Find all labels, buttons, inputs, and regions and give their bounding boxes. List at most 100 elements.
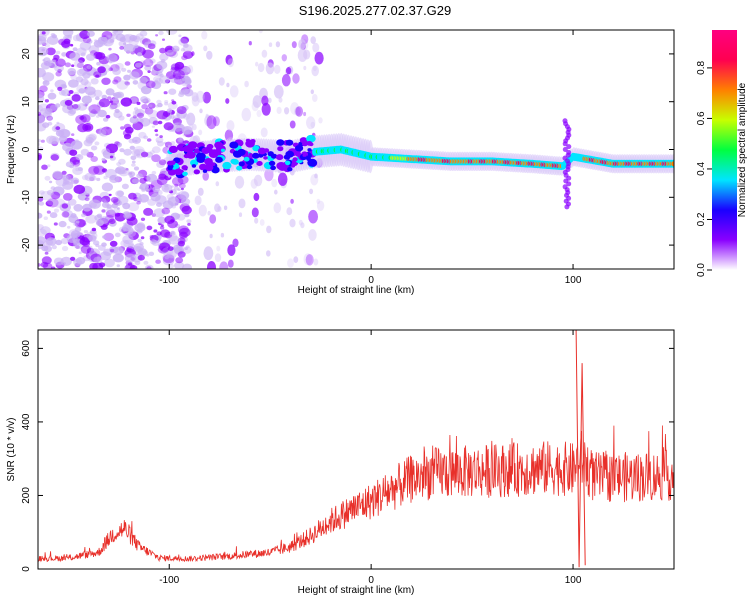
noise-blob: [68, 110, 76, 116]
noise-blob: [162, 39, 165, 41]
noise-blob: [62, 246, 68, 251]
noise-blob: [35, 36, 46, 45]
noise-blob: [186, 219, 191, 223]
noise-blob: [81, 149, 89, 156]
spectrogram-panel: -100 0 100-20-1001020Height of straight li…: [6, 26, 676, 296]
noise-blob: [76, 257, 85, 264]
noise-blob: [93, 166, 105, 175]
noise-blob: [219, 77, 225, 85]
noise-blob: [75, 227, 82, 232]
noise-blob: [311, 89, 314, 94]
ridge-blob: [203, 170, 207, 173]
noise-blob: [120, 250, 124, 253]
noise-blob: [293, 256, 298, 263]
ridge-blob: [215, 157, 223, 163]
noise-blob: [312, 43, 319, 53]
noise-blob: [244, 81, 249, 88]
noise-blob: [242, 108, 252, 121]
noise-blob: [186, 113, 195, 126]
noise-blob: [303, 50, 310, 60]
noise-blob: [178, 251, 186, 257]
noise-blob: [158, 174, 166, 180]
noise-blob: [150, 239, 156, 244]
noise-blob: [177, 106, 187, 114]
noise-blob: [71, 133, 74, 136]
noise-blob: [73, 204, 82, 212]
x-tick-label: 100: [565, 275, 582, 286]
noise-blob: [50, 89, 54, 92]
noise-blob: [132, 161, 136, 164]
noise-blob: [48, 116, 52, 120]
ridge-blob: [269, 161, 275, 166]
noise-blob: [158, 121, 163, 125]
noise-blob: [141, 152, 148, 158]
noise-blob: [187, 65, 193, 74]
ridge-blob: [183, 146, 191, 152]
noise-blob: [136, 222, 145, 229]
noise-blob: [43, 80, 50, 86]
noise-blob: [61, 41, 70, 48]
noise-blob: [187, 223, 191, 226]
noise-blob: [214, 203, 220, 212]
noise-blob: [148, 110, 159, 119]
noise-blob: [173, 70, 185, 80]
noise-blob: [131, 163, 136, 167]
ridge-blob: [286, 140, 294, 146]
noise-blob: [141, 218, 145, 221]
noise-blob: [150, 235, 154, 238]
noise-blob: [68, 72, 72, 75]
ridge-blob: [287, 167, 292, 171]
noise-blob: [102, 183, 113, 192]
ridge-blob: [306, 157, 311, 161]
x-tick-label: -100: [159, 275, 179, 286]
noise-blob: [110, 156, 113, 159]
ridge-blob: [307, 141, 313, 146]
colorbar-tick-label: 0.8: [696, 61, 707, 75]
noise-blob: [181, 188, 184, 190]
noise-blob: [98, 130, 106, 136]
ridge-blob: [170, 160, 176, 165]
noise-blob: [116, 162, 121, 166]
noise-blob: [51, 186, 56, 190]
noise-blob: [143, 261, 148, 265]
y-tick-label: 0: [21, 146, 32, 152]
noise-blob: [266, 62, 275, 74]
noise-blob: [137, 102, 141, 105]
noise-blob: [181, 55, 187, 60]
noise-blob: [282, 54, 287, 61]
ridge-blob: [311, 163, 315, 167]
noise-blob: [132, 178, 139, 184]
noise-blob: [149, 252, 154, 256]
noise-blob: [47, 211, 51, 214]
ridge-blob: [222, 162, 231, 169]
noise-blob: [62, 211, 70, 217]
noise-blob: [84, 173, 95, 181]
noise-blob: [121, 68, 126, 72]
y-tick-label: 20: [21, 48, 32, 60]
noise-blob: [254, 193, 260, 201]
noise-blob: [180, 138, 183, 141]
noise-blob: [168, 246, 174, 251]
noise-blob: [74, 185, 86, 194]
ridge-blob: [244, 157, 250, 162]
noise-blob: [79, 252, 82, 255]
noise-blob: [199, 109, 202, 114]
noise-blob: [45, 252, 49, 255]
noise-blob: [45, 44, 50, 48]
noise-blob: [219, 261, 228, 274]
noise-blob: [310, 174, 318, 185]
y-tick-label: -20: [21, 237, 32, 252]
noise-blob: [44, 216, 48, 220]
noise-blob: [141, 236, 145, 239]
noise-blob: [49, 181, 52, 184]
x-axis-label: Height of straight line (km): [298, 585, 415, 596]
noise-blob: [303, 112, 306, 116]
ridge-blob: [211, 163, 215, 166]
noise-blob: [162, 184, 173, 193]
noise-blob: [298, 39, 306, 50]
noise-blob: [209, 214, 216, 223]
noise-blob: [70, 44, 73, 47]
noise-blob: [287, 258, 294, 267]
ridge-blob: [239, 161, 245, 166]
noise-blob: [196, 91, 205, 103]
